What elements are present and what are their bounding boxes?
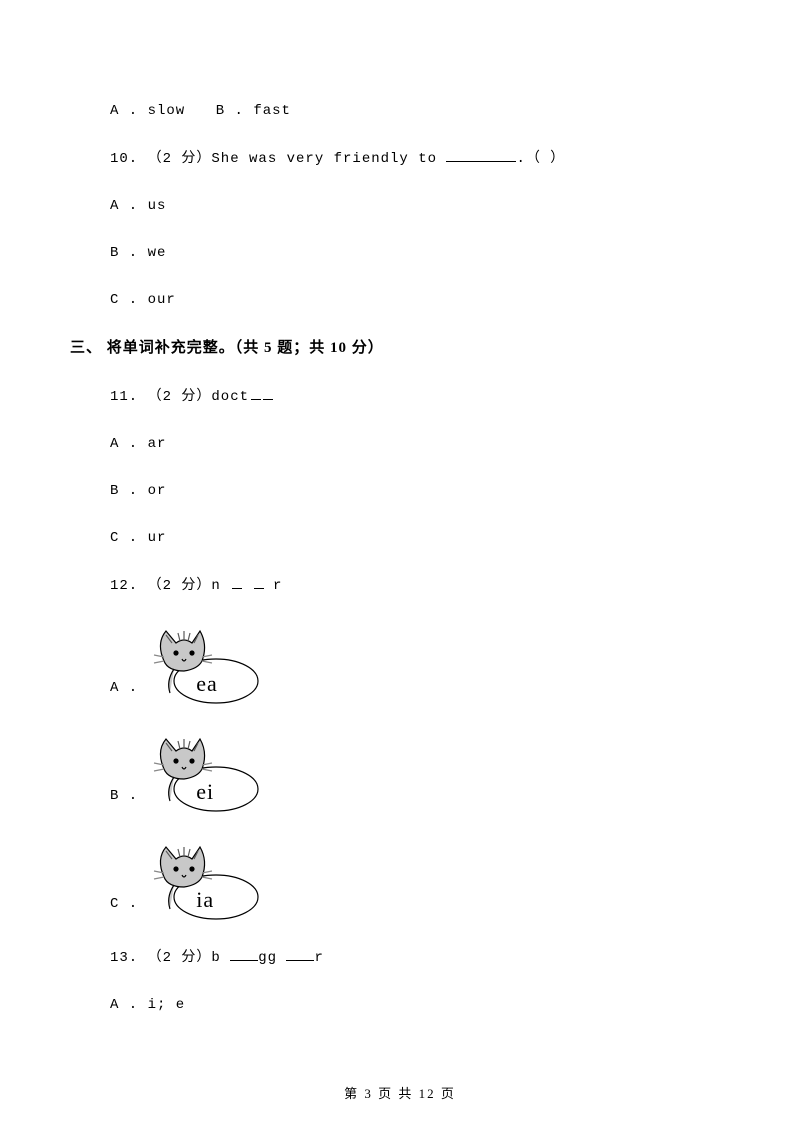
- q12-option-a-text: ea: [196, 667, 218, 700]
- blank-letter: [263, 386, 273, 400]
- q9-option-b: B . fast: [216, 101, 291, 122]
- q9-option-a: A . slow: [110, 101, 185, 122]
- page-body: A . slow B . fast 10. （2 分）She was very …: [0, 0, 800, 1082]
- cat-bubble-icon: ea: [146, 623, 266, 705]
- page-footer: 第 3 页 共 12 页: [0, 1083, 800, 1102]
- q10-option-b: B . we: [70, 243, 730, 264]
- cat-bubble-icon: ia: [146, 839, 266, 921]
- blank-fill: [230, 947, 258, 961]
- q11-option-c: C . ur: [70, 528, 730, 549]
- q12-stem: 12. （2 分）n r: [70, 575, 730, 597]
- q13-stem-post: r: [314, 950, 323, 966]
- blank-letter: [232, 575, 242, 589]
- q10-option-c: C . our: [70, 290, 730, 311]
- q13-stem-pre: 13. （2 分）b: [110, 950, 230, 966]
- q10-stem-post: .（ ）: [516, 151, 565, 167]
- blank-letter: [251, 386, 261, 400]
- q12-stem-pre: 12. （2 分）n: [110, 578, 230, 594]
- q13-option-a: A . i; e: [70, 995, 730, 1016]
- q10-stem: 10. （2 分）She was very friendly to .（ ）: [70, 148, 730, 170]
- q12-option-b-label: B .: [110, 786, 138, 813]
- q9-options-row: A . slow B . fast: [70, 100, 730, 122]
- section-3-heading: 三、 将单词补充完整。（共 5 题；共 10 分）: [70, 337, 730, 360]
- q12-option-b-text: ei: [196, 775, 214, 808]
- q10-stem-pre: 10. （2 分）She was very friendly to: [110, 151, 446, 167]
- blank-letter: [254, 575, 264, 589]
- q12-option-c-text: ia: [196, 883, 214, 916]
- q12-option-c-label: C .: [110, 894, 138, 921]
- blank-fill: [286, 947, 314, 961]
- q12-stem-post: r: [264, 578, 283, 594]
- q12-option-a-row: A .: [70, 623, 730, 705]
- q11-stem: 11. （2 分）doct: [70, 386, 730, 408]
- q12-option-c-row: C . ia: [70, 839, 730, 921]
- q10-option-a: A . us: [70, 196, 730, 217]
- q11-stem-text: 11. （2 分）doct: [110, 389, 249, 405]
- cat-bubble-icon: ei: [146, 731, 266, 813]
- q12-option-a-label: A .: [110, 678, 138, 705]
- q12-option-b-row: B . ei: [70, 731, 730, 813]
- q11-option-a: A . ar: [70, 434, 730, 455]
- q13-stem-mid: gg: [258, 950, 286, 966]
- q13-stem: 13. （2 分）b gg r: [70, 947, 730, 969]
- q11-option-b: B . or: [70, 481, 730, 502]
- blank-fill: [446, 148, 516, 162]
